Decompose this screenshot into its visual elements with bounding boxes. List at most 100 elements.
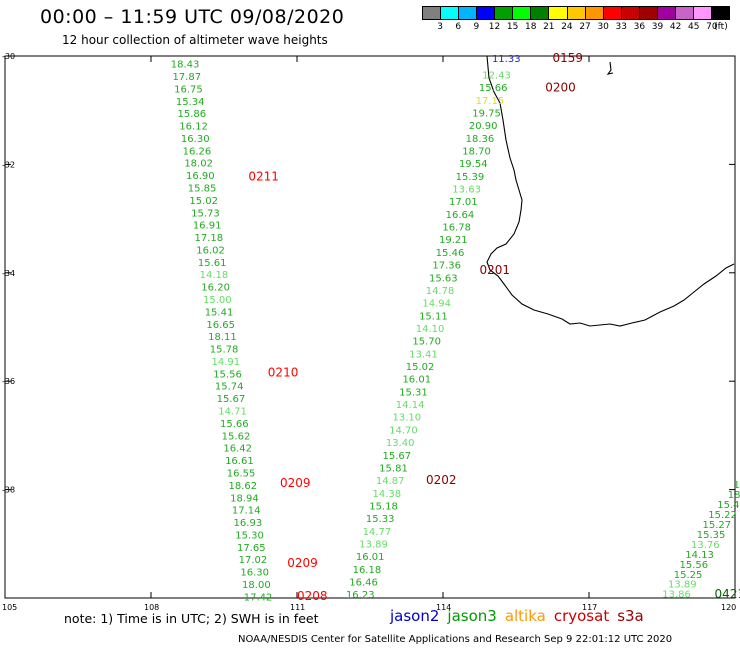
credit-footer: NOAA/NESDIS Center for Satellite Applica… bbox=[238, 634, 673, 645]
swh-value: 15.34 bbox=[176, 97, 205, 108]
scale-swatch bbox=[603, 6, 622, 20]
map-frame: 105 108 111 114 117 120-32-34-36-38-30 bbox=[2, 52, 736, 612]
legend-jason2: jason2 bbox=[390, 607, 440, 625]
swh-value: 15.73 bbox=[191, 208, 220, 219]
scale-swatch bbox=[549, 6, 568, 20]
swh-value: 17.36 bbox=[432, 261, 461, 272]
map-subtitle: 12 hour collection of altimeter wave hei… bbox=[62, 33, 328, 47]
swh-value: 16.91 bbox=[193, 221, 222, 232]
swh-value: 15.46 bbox=[436, 248, 465, 259]
scale-swatch bbox=[459, 6, 478, 20]
swh-value: 17.01 bbox=[449, 197, 478, 208]
scale-swatch bbox=[567, 6, 586, 20]
swh-value: 15.27 bbox=[703, 520, 732, 531]
swh-value: 15.39 bbox=[456, 172, 485, 183]
swh-value: 19.54 bbox=[459, 159, 488, 170]
swh-value: 16.42 bbox=[223, 444, 252, 455]
scale-label: 18 bbox=[524, 22, 537, 32]
swh-value: 16.93 bbox=[234, 518, 263, 529]
scale-label: 15 bbox=[506, 22, 519, 32]
swh-value: 15.86 bbox=[178, 109, 207, 120]
swh-value: 15.00 bbox=[203, 295, 232, 306]
swh-value: 14.13 bbox=[685, 550, 714, 561]
swh-value: 14.91 bbox=[211, 357, 240, 368]
swh-value: 15.66 bbox=[220, 419, 249, 430]
swh-value: 17.65 bbox=[237, 543, 266, 554]
pass-time-label: 0211 bbox=[248, 169, 279, 183]
swh-value: 19.75 bbox=[472, 108, 501, 119]
swh-value: 14.70 bbox=[389, 425, 418, 436]
swh-value: 15.61 bbox=[198, 258, 227, 269]
units-note: note: 1) Time is in UTC; 2) SWH is in fe… bbox=[64, 611, 319, 626]
coastline-island bbox=[606, 61, 614, 75]
swh-value: 17.42 bbox=[244, 592, 273, 603]
swh-value: 14.18 bbox=[200, 270, 229, 281]
swh-value: 15.74 bbox=[215, 382, 244, 393]
swh-value: 15.35 bbox=[697, 530, 726, 541]
swh-value: 13.86 bbox=[662, 590, 691, 601]
lon-tick-label: 117 bbox=[582, 603, 597, 612]
pass-time-label: 0159 bbox=[553, 51, 584, 65]
scale-swatch bbox=[639, 6, 658, 20]
swh-value: 16.02 bbox=[196, 245, 225, 256]
swh-value: 16.75 bbox=[174, 84, 203, 95]
swh-value: 16.30 bbox=[240, 568, 269, 579]
swh-value: 15.62 bbox=[222, 431, 251, 442]
lat-tick-label: -32 bbox=[2, 160, 15, 169]
swh-value: 13.40 bbox=[386, 438, 415, 449]
scale-swatch bbox=[585, 6, 604, 20]
scale-swatch bbox=[477, 6, 496, 20]
swh-value: 15.31 bbox=[399, 387, 428, 398]
swh-value: 14.77 bbox=[363, 527, 392, 538]
swh-value: 15.4 bbox=[717, 500, 739, 511]
scale-swatch bbox=[675, 6, 694, 20]
scale-swatch bbox=[712, 6, 731, 20]
swh-value: 16.23 bbox=[346, 590, 375, 601]
pass-time-label: 0208 bbox=[297, 589, 328, 603]
swh-value: 14.78 bbox=[426, 286, 455, 297]
swh-value: 16.12 bbox=[179, 122, 208, 133]
wave-height-color-scale bbox=[422, 6, 731, 20]
swh-value: 16.01 bbox=[402, 375, 431, 386]
swh-value: 13.41 bbox=[409, 349, 438, 360]
swh-value: 16.55 bbox=[227, 468, 256, 479]
swh-value: 19.21 bbox=[439, 235, 468, 246]
swh-values: 18.4317.8716.7515.3415.8616.1216.3016.26… bbox=[171, 54, 740, 603]
swh-value: 16.46 bbox=[349, 578, 378, 589]
swh-value: 16.65 bbox=[206, 320, 235, 331]
swh-value: 14.14 bbox=[396, 400, 425, 411]
swh-value: 18.36 bbox=[466, 134, 495, 145]
map-title: 00:00 – 11:59 UTC 09/08/2020 bbox=[40, 6, 345, 28]
swh-value: 16.30 bbox=[181, 134, 210, 145]
swh-value: 18.11 bbox=[208, 332, 237, 343]
lon-tick-label: 114 bbox=[436, 603, 451, 612]
swh-value: 16.64 bbox=[446, 210, 475, 221]
color-scale-labels: 3 6 9 12 15 18 21 24 27 30 33 36 39 42 45 70 (ft) bbox=[422, 22, 730, 34]
pass-time-label: 0209 bbox=[287, 556, 318, 570]
scale-label: 30 bbox=[597, 22, 609, 32]
swh-value: 18.43 bbox=[171, 60, 200, 71]
swh-value: 18.02 bbox=[184, 159, 213, 170]
swh-value: 14.71 bbox=[218, 407, 247, 418]
scale-swatch bbox=[495, 6, 514, 20]
lat-tick-label: -38 bbox=[2, 486, 15, 495]
pass-time-label: 0210 bbox=[268, 366, 299, 380]
swh-value: 17.87 bbox=[172, 72, 201, 83]
pass-time-labels: 0159 0200 0211 0201 0210 0202 0209 0209 0208 0421 bbox=[248, 51, 740, 603]
pass-time-label: 0202 bbox=[426, 473, 457, 487]
lon-tick-label: 108 bbox=[144, 603, 159, 612]
swh-value: 17.02 bbox=[239, 555, 268, 566]
swh-value: 13.10 bbox=[392, 413, 421, 424]
swh-value: 20.90 bbox=[469, 121, 498, 132]
swh-value: 18.70 bbox=[462, 146, 491, 157]
swh-value: 15.11 bbox=[419, 311, 448, 322]
scale-swatch bbox=[657, 6, 676, 20]
legend-cryosat: cryosat bbox=[553, 607, 610, 625]
swh-value: 15.33 bbox=[366, 514, 395, 525]
scale-label: 21 bbox=[543, 22, 555, 32]
scale-label: 45 bbox=[688, 22, 700, 32]
swh-value: 15.70 bbox=[412, 337, 441, 348]
lat-tick-label: -34 bbox=[2, 269, 15, 278]
lon-tick-label: 105 bbox=[2, 603, 17, 612]
australia-coastline bbox=[486, 55, 735, 327]
